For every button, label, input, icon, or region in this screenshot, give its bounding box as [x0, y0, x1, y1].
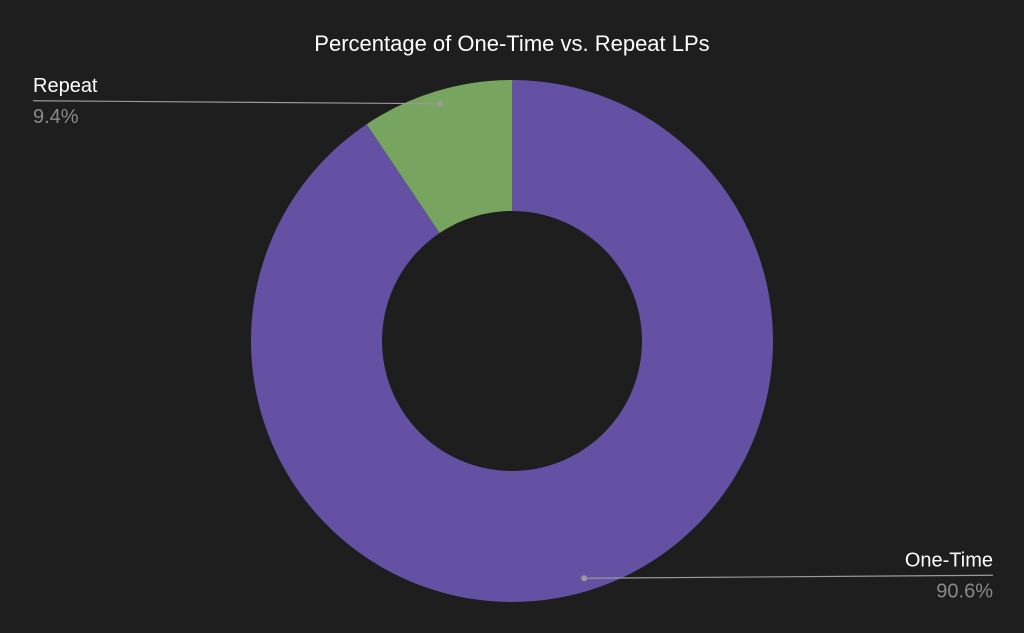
slice-label: One-Time	[905, 550, 993, 572]
value-label: 9.4%	[33, 106, 79, 128]
slice	[251, 80, 774, 602]
leader-dot	[436, 100, 443, 107]
leader-line	[32, 100, 440, 105]
slice-label: Repeat	[33, 75, 98, 97]
slice	[366, 80, 512, 234]
leader-dot	[581, 575, 588, 582]
chart-title: Percentage of One-Time vs. Repeat LPs	[314, 31, 709, 56]
value-label: 90.6%	[936, 581, 993, 603]
leader-line	[584, 574, 994, 579]
